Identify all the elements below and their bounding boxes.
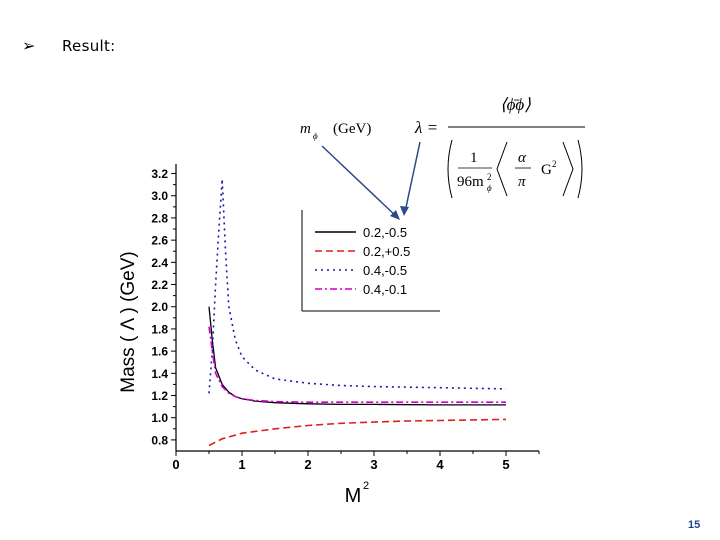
left-paren [447,139,453,199]
alpha-symbol: α [518,150,527,166]
page-number: 15 [688,519,701,531]
y-tick-label: 2.2 [151,278,168,292]
lambda-arrowhead-icon [400,206,409,216]
y-tick-label: 0.8 [151,433,168,447]
x-axis-label-superscript: 2 [363,480,369,492]
series-line-0-4-0-1 [208,326,506,404]
x-tick-label: 2 [304,457,311,472]
y-axis-label: Mass ( Λ ) (GeV) [118,251,139,392]
lambda-pointer-arrow [404,141,421,213]
slide-heading: Result: [62,37,116,55]
series-line-0-2-0-5 [208,306,506,406]
denominator-superscript: 2 [487,172,492,182]
mass-pointer-arrow [321,145,399,219]
denominator-one: 1 [470,150,478,166]
legend-label: 0.2,+0.5 [363,244,410,259]
x-tick-label: 5 [502,457,509,472]
y-tick-label: 2.8 [151,211,168,225]
y-tick-label: 1.2 [151,389,168,403]
y-tick-label: 1.8 [151,322,168,336]
denominator-subscript: ϕ [487,183,492,193]
x-tick-label: 1 [238,457,245,472]
y-tick-label: 1.4 [151,367,168,381]
legend-label: 0.4,-0.5 [363,263,407,278]
x-tick-label: 0 [172,457,179,472]
y-tick-label: 3.0 [151,189,168,203]
series-line-0-2-0-5 [208,418,507,447]
y-tick-label: 1.6 [151,345,168,359]
formula-numerator: ⟨ϕ̄ϕ⟩ [500,95,531,114]
lambda-formula: λ = ⟨ϕ̄ϕ⟩ 1 96m 2 ϕ α π G 2 [414,95,585,199]
right-paren [577,139,583,199]
mass-annotation: m ϕ (GeV) [300,121,371,141]
y-tick-label: 3.2 [151,167,168,181]
x-tick-label: 3 [370,457,377,472]
gluon-term: G [541,162,552,178]
series-line-0-4-0-5 [208,179,507,394]
right-angle-bracket [562,141,574,197]
x-tick-label: 4 [436,457,444,472]
lambda-symbol: λ = [414,118,438,137]
x-axis-label: M [345,485,362,507]
y-tick-label: 2.6 [151,234,168,248]
y-tick-label: 2.4 [151,256,168,270]
mass-symbol: m [300,121,311,137]
left-angle-bracket [496,141,508,197]
series-layer [208,179,507,447]
arrowhead-bullet-icon: ➢ [22,36,36,55]
annotation-arrows [321,141,421,220]
chart-axes: 0.8 1.0 1.2 1.4 1.6 1.8 2.0 2.2 2.4 2.6 2.8 3.0 3.2 0… [151,164,540,472]
mass-subscript: ϕ [313,131,318,141]
pi-symbol: π [518,174,526,190]
legend-label: 0.2,-0.5 [363,225,407,240]
mass-arrowhead-icon [390,210,400,220]
gluon-superscript: 2 [552,159,557,169]
mass-unit: (GeV) [333,121,371,137]
denominator-coefficient: 96m [457,174,484,190]
legend: 0.2,-0.5 0.2,+0.5 0.4,-0.5 0.4,-0.1 [301,210,440,312]
y-tick-label: 1.0 [151,411,168,425]
y-tick-label: 2.0 [151,300,168,314]
legend-label: 0.4,-0.1 [363,282,407,297]
